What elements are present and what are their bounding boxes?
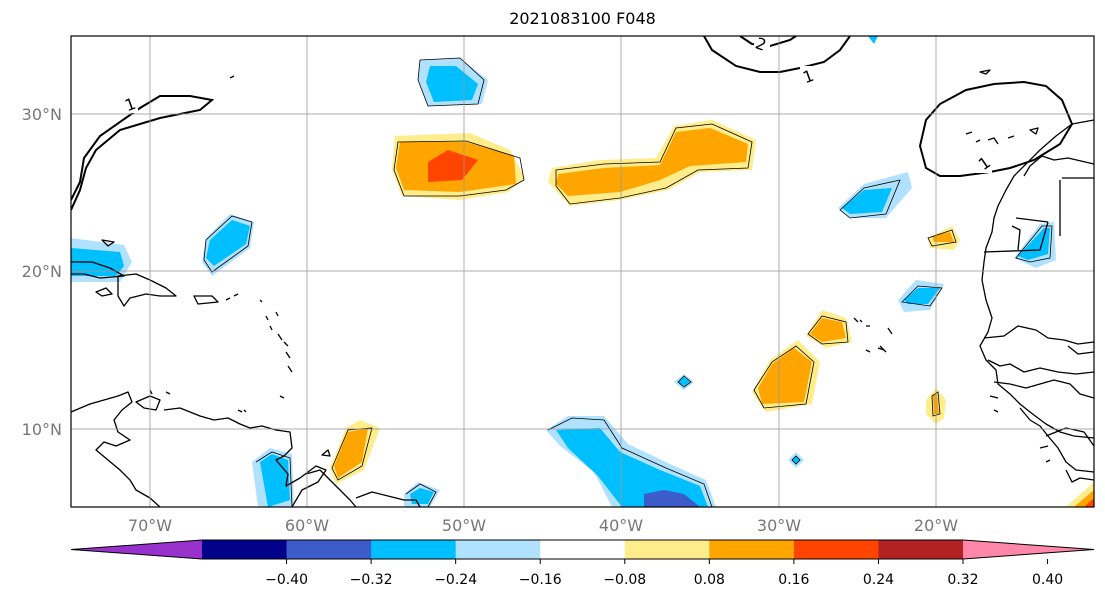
anomaly-region <box>1084 498 1094 507</box>
coastline <box>979 69 991 75</box>
anomaly-region <box>556 428 708 507</box>
contour-labels: 1 2 1 1 <box>122 36 994 174</box>
coastline <box>1067 345 1094 355</box>
colorbar-tick-label: −0.16 <box>519 572 562 588</box>
gridlines <box>71 36 1094 507</box>
colorbar-tick-label: 0.32 <box>947 572 978 588</box>
x-tick-label: 50°W <box>442 516 486 535</box>
coastline <box>193 295 219 305</box>
colorbar-extend-high <box>963 540 1094 559</box>
y-tick-label: 30°N <box>22 105 62 124</box>
anomaly-region <box>334 428 368 478</box>
colorbar-tick-label: −0.24 <box>434 572 477 588</box>
coastline <box>163 407 327 507</box>
coastline <box>117 273 177 307</box>
coastline <box>1023 155 1094 177</box>
y-tick-label: 20°N <box>22 262 62 281</box>
colorbar-segment <box>202 540 288 559</box>
anomaly-region <box>428 150 478 182</box>
colorbar-tick-label: −0.08 <box>603 572 646 588</box>
colorbar-segment <box>286 540 372 559</box>
map-area: 1 2 1 1 <box>71 36 1094 507</box>
coastline <box>1065 469 1094 483</box>
coastline <box>229 75 235 79</box>
x-tick-label: 40°W <box>599 516 643 535</box>
colorbar-tick-label: 0.40 <box>1032 572 1063 588</box>
colorbar-segment <box>455 540 541 559</box>
contour-line <box>703 36 851 73</box>
x-tick-label: 60°W <box>285 516 329 535</box>
coastline <box>993 379 1094 399</box>
coastline <box>95 287 113 297</box>
anomaly-region <box>932 232 954 242</box>
colorbar-tick-label: 0.08 <box>694 572 725 588</box>
anomaly-region <box>678 377 690 386</box>
map-frame <box>70 35 1095 508</box>
anomaly-region <box>556 128 748 196</box>
colorbar-outline <box>70 539 1095 560</box>
x-axis-ticks: 70°W 60°W 50°W 40°W 30°W 20°W <box>128 516 958 535</box>
coastline <box>965 127 1039 145</box>
anomaly-region <box>758 348 812 404</box>
colorbar-segment <box>709 540 795 559</box>
coastline <box>149 389 247 413</box>
coastline <box>135 395 161 411</box>
coastline <box>1019 407 1094 473</box>
coastline <box>987 359 1094 375</box>
coastline <box>355 491 421 507</box>
coastline <box>71 261 125 279</box>
coastline <box>1045 427 1094 447</box>
colorbar-extend-low <box>71 540 202 559</box>
coastline <box>259 299 293 399</box>
anomaly-region <box>904 288 940 304</box>
coastline <box>321 449 331 457</box>
coastline <box>979 119 1094 439</box>
x-tick-label: 20°W <box>914 516 958 535</box>
x-tick-label: 30°W <box>757 516 801 535</box>
coastline <box>101 239 115 247</box>
anomaly-region <box>426 66 478 102</box>
anomaly-region <box>842 188 892 214</box>
coastline <box>983 325 1094 345</box>
y-tick-label: 10°N <box>22 420 62 439</box>
colorbar-segment <box>624 540 710 559</box>
coastline <box>853 317 893 353</box>
colorbar-tick-label: −0.32 <box>350 572 393 588</box>
coastline <box>71 391 161 507</box>
coastlines <box>71 69 1094 507</box>
coastline <box>989 395 1051 463</box>
coastline <box>983 177 1094 253</box>
shaded-anomaly-regions <box>71 36 1094 507</box>
anomaly-region <box>644 490 700 507</box>
x-tick-label: 70°W <box>128 516 172 535</box>
colorbar-tick-label: 0.24 <box>863 572 894 588</box>
colorbar-tick-label: −0.40 <box>265 572 308 588</box>
map-title: 2021083100 F048 <box>509 9 656 28</box>
y-axis-ticks: 30°N 20°N 10°N <box>22 105 62 439</box>
anomaly-region <box>868 36 878 44</box>
coastline <box>225 293 279 317</box>
colorbar-segment <box>540 540 626 559</box>
colorbar: −0.40 −0.32 −0.24 −0.16 −0.08 0.08 0.16 0.24 0.3… <box>70 539 1095 588</box>
anomaly-region <box>810 318 846 342</box>
colorbar-segment <box>878 540 964 559</box>
colorbar-segment <box>793 540 879 559</box>
coastline <box>305 469 357 507</box>
colorbar-tick-label: 0.16 <box>778 572 809 588</box>
colorbar-segment <box>371 540 457 559</box>
contour-line <box>71 95 215 211</box>
anomaly-region <box>206 220 250 266</box>
anomaly-region <box>1018 228 1050 260</box>
